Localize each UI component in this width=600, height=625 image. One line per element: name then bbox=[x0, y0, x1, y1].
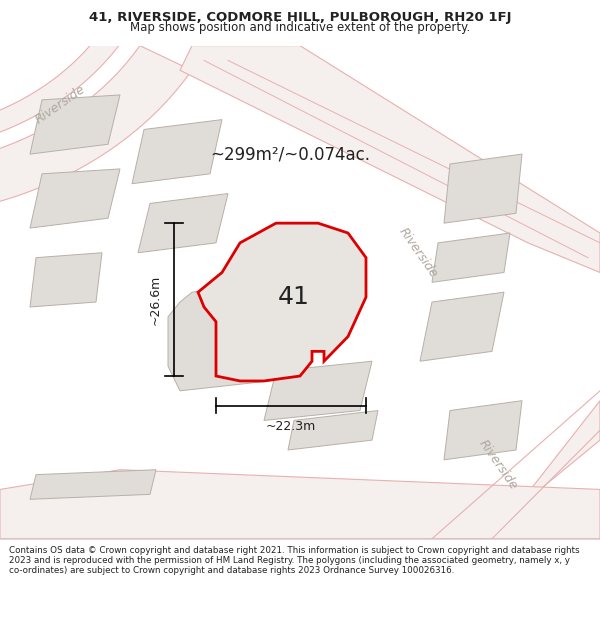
Polygon shape bbox=[0, 35, 119, 142]
Text: Map shows position and indicative extent of the property.: Map shows position and indicative extent… bbox=[130, 21, 470, 34]
Polygon shape bbox=[30, 95, 120, 154]
Text: Contains OS data © Crown copyright and database right 2021. This information is : Contains OS data © Crown copyright and d… bbox=[9, 546, 580, 576]
Polygon shape bbox=[444, 154, 522, 223]
Polygon shape bbox=[132, 119, 222, 184]
Polygon shape bbox=[198, 223, 366, 381]
Polygon shape bbox=[0, 46, 192, 208]
Text: ~299m²/~0.074ac.: ~299m²/~0.074ac. bbox=[210, 145, 370, 163]
Polygon shape bbox=[168, 282, 282, 391]
Text: ~26.6m: ~26.6m bbox=[149, 274, 162, 325]
Polygon shape bbox=[30, 470, 156, 499]
Polygon shape bbox=[0, 470, 600, 539]
Polygon shape bbox=[30, 169, 120, 228]
Text: Riverside: Riverside bbox=[396, 225, 440, 280]
Polygon shape bbox=[180, 46, 600, 272]
Text: Riverside: Riverside bbox=[32, 83, 88, 127]
Text: Riverside: Riverside bbox=[476, 438, 520, 493]
Polygon shape bbox=[432, 401, 600, 539]
Text: 41, RIVERSIDE, CODMORE HILL, PULBOROUGH, RH20 1FJ: 41, RIVERSIDE, CODMORE HILL, PULBOROUGH,… bbox=[89, 11, 511, 24]
Polygon shape bbox=[444, 401, 522, 460]
Polygon shape bbox=[288, 411, 378, 450]
Polygon shape bbox=[30, 253, 102, 307]
Polygon shape bbox=[432, 233, 510, 282]
Text: ~22.3m: ~22.3m bbox=[266, 421, 316, 433]
Polygon shape bbox=[420, 292, 504, 361]
Polygon shape bbox=[138, 194, 228, 252]
Text: 41: 41 bbox=[278, 285, 310, 309]
Polygon shape bbox=[264, 361, 372, 421]
